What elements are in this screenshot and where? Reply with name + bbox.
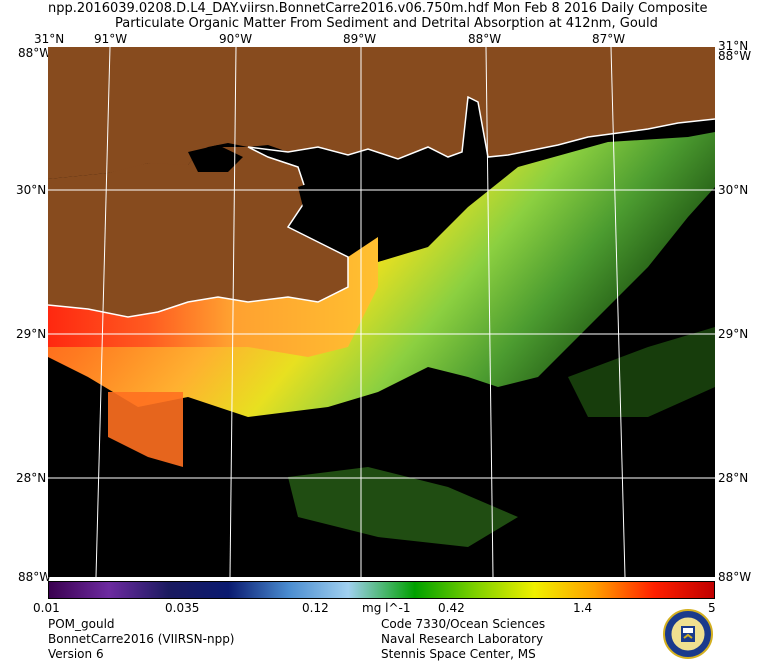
green-patches <box>288 467 518 547</box>
lon-label-87w: 87°W <box>592 32 626 46</box>
offshore-patch <box>108 392 183 467</box>
map-canvas <box>47 46 716 578</box>
lat-label-left-28n: 28°N <box>16 471 47 485</box>
footer-left-3: Version 6 <box>48 647 104 661</box>
corner-label-top-left: 31°N <box>34 32 65 46</box>
colorbar-tick-3: 0.42 <box>438 601 465 615</box>
dark-lake <box>188 145 243 172</box>
lat-label-left-29n: 29°N <box>16 327 47 341</box>
lon-label-90w: 90°W <box>219 32 253 46</box>
corner-label-right-top: 88°W <box>718 49 752 63</box>
lon-label-91w: 91°W <box>94 32 128 46</box>
lon-label-89w: 89°W <box>343 32 377 46</box>
footer-left-2: BonnetCarre2016 (VIIRSN-npp) <box>48 632 235 646</box>
lat-label-right-28n: 28°N <box>718 471 749 485</box>
footer-right-2: Naval Research Laboratory <box>381 632 544 646</box>
coastline <box>47 95 716 318</box>
colorbar-tick-1: 0.035 <box>165 601 200 615</box>
corner-label-bottom-right: 88°W <box>718 570 752 584</box>
lat-label-right-29n: 29°N <box>718 327 749 341</box>
header-line2: Particulate Organic Matter From Sediment… <box>115 16 658 31</box>
dark-lake-2 <box>298 177 348 212</box>
footer-left-1: POM_gould <box>48 617 115 631</box>
graticule <box>48 46 715 578</box>
lon-label-88w: 88°W <box>468 32 502 46</box>
footer-right-3: Stennis Space Center, MS <box>381 647 536 661</box>
corner-label-bottom-left: 88°W <box>18 570 52 584</box>
colorbar-tick-2: 0.12 <box>302 601 329 615</box>
corner-label-top-right: 31°N <box>718 39 749 53</box>
colorbar-unit: mg l^-1 <box>362 601 411 615</box>
corner-label-left-top: 88°W <box>18 46 52 60</box>
land <box>48 47 715 179</box>
header-line1: npp.2016039.0208.D.L4_DAY.viirsn.BonnetC… <box>48 1 708 16</box>
colorbar-tick-5: 5 <box>708 601 716 615</box>
footer-right-1: Code 7330/Ocean Sciences <box>381 617 546 631</box>
colorbar-tick-4: 1.4 <box>573 601 593 615</box>
colorbar <box>48 581 715 599</box>
lat-label-left-30n: 30°N <box>16 183 47 197</box>
nrl-seal-logo <box>663 609 713 659</box>
satellite-map <box>47 46 716 578</box>
lat-label-right-30n: 30°N <box>718 183 749 197</box>
colorbar-tick-0: 0.01 <box>33 601 60 615</box>
green-patches-2 <box>568 327 715 417</box>
